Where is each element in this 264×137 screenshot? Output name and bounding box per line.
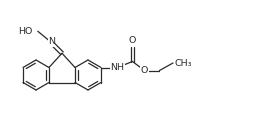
Text: CH₃: CH₃ [175,58,192,68]
Text: N: N [48,37,55,46]
Text: HO: HO [18,27,33,36]
Text: O: O [141,66,148,75]
Text: O: O [129,36,136,45]
Text: NH: NH [111,63,125,72]
